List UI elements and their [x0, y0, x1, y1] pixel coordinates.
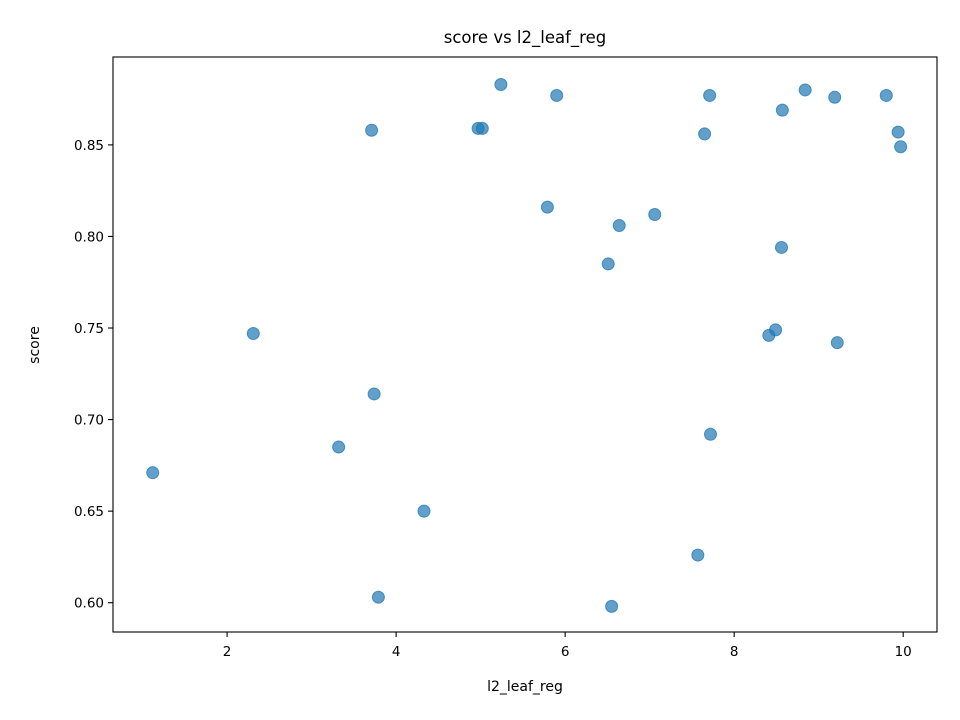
y-tick-label: 0.65	[74, 504, 104, 520]
data-point	[417, 504, 431, 518]
y-tick-label: 0.70	[74, 413, 104, 429]
x-axis: 2 4 6 8 10	[223, 632, 912, 660]
data-point	[475, 121, 489, 135]
data-point	[828, 90, 842, 104]
y-tick-label: 0.75	[74, 321, 104, 337]
data-point	[879, 88, 893, 102]
data-point	[146, 466, 160, 480]
y-tick-label: 0.80	[74, 229, 104, 245]
data-point	[612, 218, 626, 232]
x-tick-label: 4	[392, 644, 401, 660]
data-point	[494, 77, 508, 91]
x-tick-label: 8	[730, 644, 739, 660]
x-tick-label: 2	[223, 644, 232, 660]
data-point	[769, 323, 783, 337]
data-point	[698, 127, 712, 141]
y-tick-label: 0.60	[74, 596, 104, 612]
y-axis: 0.60 0.65 0.70 0.75 0.80 0.85	[74, 138, 113, 612]
data-point	[891, 125, 905, 139]
data-point	[367, 387, 381, 401]
data-point	[550, 88, 564, 102]
data-point	[246, 327, 260, 341]
x-tick-label: 6	[561, 644, 570, 660]
y-axis-label: score	[27, 326, 43, 364]
data-point	[691, 548, 705, 562]
data-point	[775, 103, 789, 117]
data-point	[798, 83, 812, 97]
data-point	[601, 257, 615, 271]
y-tick-label: 0.85	[74, 138, 104, 154]
data-point	[605, 599, 619, 613]
chart-title: score vs l2_leaf_reg	[444, 28, 606, 48]
x-tick-label: 10	[895, 644, 912, 660]
data-point	[703, 88, 717, 102]
data-point	[371, 590, 385, 604]
plot-area-frame	[112, 56, 938, 633]
data-point	[704, 427, 718, 441]
data-point	[830, 336, 844, 350]
data-points	[146, 77, 908, 613]
data-point	[774, 240, 788, 254]
data-point	[332, 440, 346, 454]
data-point	[894, 140, 908, 154]
data-point	[648, 207, 662, 221]
x-axis-label: l2_leaf_reg	[487, 679, 563, 695]
data-point	[365, 123, 379, 137]
data-point	[540, 200, 554, 214]
